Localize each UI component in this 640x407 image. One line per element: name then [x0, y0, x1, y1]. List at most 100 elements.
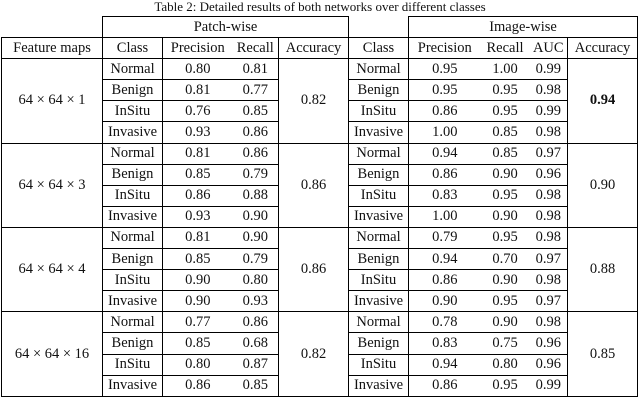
- class-cell: Normal: [102, 311, 163, 334]
- auc-cell: 0.98: [529, 269, 568, 292]
- image-accuracy-header: Accuracy: [566, 37, 639, 60]
- class-cell: Normal: [102, 58, 163, 81]
- image-recall-cell: 0.90: [480, 163, 530, 186]
- recall-cell: 0.87: [232, 353, 279, 376]
- image-class-cell: InSitu: [348, 184, 409, 207]
- image-recall-cell: 0.90: [480, 205, 530, 228]
- class-cell: Invasive: [102, 290, 163, 313]
- image-precision-cell: 0.86: [408, 374, 481, 397]
- image-class-cell: Benign: [348, 332, 409, 355]
- feature-maps-cell: 64 × 64 × 3: [1, 142, 103, 228]
- image-recall-cell: 0.90: [480, 269, 530, 292]
- precision-cell: 0.93: [162, 205, 233, 228]
- auc-cell: 0.99: [529, 374, 568, 397]
- image-accuracy-cell: 0.88: [566, 226, 639, 313]
- image-precision-cell: 0.86: [408, 269, 481, 292]
- group-header-row: Patch-wise Image-wise: [1, 15, 639, 39]
- class-cell: Benign: [102, 163, 163, 186]
- image-precision-cell: 0.94: [408, 248, 481, 271]
- auc-cell: 0.98: [529, 79, 568, 102]
- auc-cell: 0.97: [529, 142, 568, 165]
- table-caption: Table 2: Detailed results of both networ…: [154, 0, 486, 14]
- table-row: Invasive 0.93 0.90 Invasive 1.00 0.90 0.98: [2, 205, 638, 228]
- image-precision-cell: 0.94: [408, 353, 481, 376]
- patch-accuracy-cell: 0.82: [278, 58, 349, 144]
- image-precision-cell: 0.86: [408, 100, 481, 123]
- precision-cell: 0.85: [162, 332, 233, 355]
- image-recall-cell: 0.95: [480, 79, 530, 102]
- precision-cell: 0.90: [162, 290, 233, 313]
- recall-cell: 0.88: [232, 184, 279, 207]
- table-row: Invasive 0.86 0.85 Invasive 0.86 0.95 0.99: [2, 374, 638, 397]
- image-recall-cell: 0.90: [480, 311, 530, 334]
- image-class-cell: Normal: [348, 311, 409, 334]
- table-header: Patch-wise Image-wise Feature maps Class…: [1, 15, 639, 60]
- precision-cell: 0.86: [162, 184, 233, 207]
- class-cell: InSitu: [102, 269, 163, 292]
- feature-maps-header: Feature maps: [1, 37, 103, 60]
- image-class-cell: Benign: [348, 79, 409, 102]
- recall-cell: 0.85: [232, 100, 279, 123]
- image-recall-cell: 1.00: [480, 58, 530, 81]
- auc-cell: 0.98: [529, 184, 568, 207]
- auc-cell: 0.96: [529, 163, 568, 186]
- class-cell: InSitu: [102, 184, 163, 207]
- image-recall-cell: 0.95: [480, 184, 530, 207]
- class-cell: Invasive: [102, 374, 163, 397]
- feature-maps-cell: 64 × 64 × 1: [1, 58, 103, 144]
- table-row: 64 × 64 × 16 Normal 0.77 0.86 0.82 Normal 0.78…: [1, 311, 639, 397]
- auc-cell: 0.99: [529, 58, 568, 81]
- precision-cell: 0.93: [162, 121, 233, 144]
- image-class-cell: Normal: [348, 142, 409, 165]
- image-class-cell: InSitu: [348, 100, 409, 123]
- patch-accuracy-cell: 0.86: [278, 142, 349, 228]
- table-row: Benign 0.85 0.79 Benign 0.94 0.70 0.97: [2, 248, 638, 271]
- image-recall-cell: 0.95: [480, 374, 530, 397]
- image-class-cell: Benign: [348, 163, 409, 186]
- recall-cell: 0.77: [232, 79, 279, 102]
- table-row: 64 × 64 × 4 Normal 0.81 0.90 0.86 Normal 0.79 0…: [1, 226, 639, 313]
- table-row: Invasive 0.90 0.93 Invasive 0.90 0.95 0.97: [2, 290, 638, 313]
- recall-cell: 0.93: [232, 290, 279, 313]
- class-cell: Invasive: [102, 121, 163, 144]
- auc-cell: 0.96: [529, 332, 568, 355]
- class-cell: Benign: [102, 248, 163, 271]
- column-header-row: Feature maps Class Precision Recall Accu…: [1, 37, 639, 60]
- image-recall-cell: 0.95: [480, 100, 530, 123]
- class-cell: Benign: [102, 79, 163, 102]
- class-cell: Invasive: [102, 205, 163, 228]
- table-row: Benign 0.85 0.68 Benign 0.83 0.75 0.96: [2, 332, 638, 355]
- image-precision-cell: 0.90: [408, 290, 481, 313]
- class-cell: Benign: [102, 332, 163, 355]
- empty-spacer-cell: [348, 16, 409, 39]
- image-recall-cell: 0.95: [480, 290, 530, 313]
- image-recall-cell: 0.85: [480, 121, 530, 144]
- precision-cell: 0.85: [162, 248, 233, 271]
- accuracy-header: Accuracy: [278, 37, 349, 60]
- image-class-cell: Invasive: [348, 121, 409, 144]
- precision-cell: 0.81: [162, 142, 233, 165]
- table-row: 64 × 64 × 3 Normal 0.81 0.86 0.86 Normal 0.94 0…: [1, 142, 639, 228]
- class-header: Class: [102, 37, 163, 60]
- recall-cell: 0.90: [232, 226, 279, 250]
- image-class-cell: Benign: [348, 248, 409, 271]
- recall-cell: 0.86: [232, 121, 279, 144]
- image-recall-cell: 0.95: [480, 226, 530, 250]
- feature-maps-cell: 64 × 64 × 4: [1, 226, 103, 313]
- recall-cell: 0.80: [232, 269, 279, 292]
- auc-cell: 0.97: [529, 248, 568, 271]
- image-recall-cell: 0.70: [480, 248, 530, 271]
- auc-cell: 0.99: [529, 100, 568, 123]
- image-precision-header: Precision: [408, 37, 481, 60]
- auc-cell: 0.98: [529, 121, 568, 144]
- table-body: 64 × 64 × 1 Normal 0.80 0.81 0.82 Normal 0.95 1…: [1, 58, 639, 397]
- class-cell: InSitu: [102, 353, 163, 376]
- recall-header: Recall: [232, 37, 279, 60]
- precision-cell: 0.80: [162, 58, 233, 81]
- feature-maps-cell: 64 × 64 × 16: [1, 311, 103, 397]
- image-class-cell: Invasive: [348, 374, 409, 397]
- auc-cell: 0.97: [529, 290, 568, 313]
- image-wise-group-header: Image-wise: [407, 15, 639, 39]
- image-precision-cell: 0.78: [408, 311, 481, 334]
- image-precision-cell: 0.83: [408, 184, 481, 207]
